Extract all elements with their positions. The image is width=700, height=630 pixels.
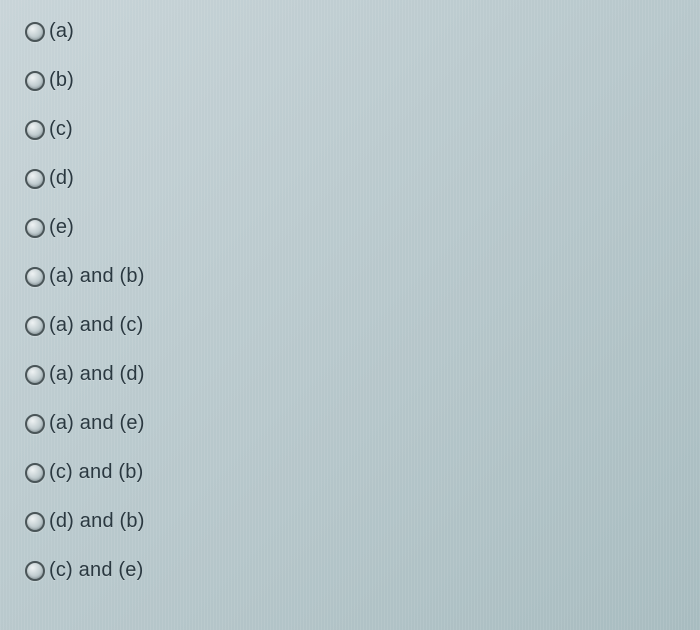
radio-button-icon[interactable] [25,463,45,483]
option-row[interactable]: (a) and (b) [25,265,675,288]
option-row[interactable]: (a) and (e) [25,412,675,435]
radio-button-icon[interactable] [25,169,45,189]
radio-button-icon[interactable] [25,414,45,434]
options-list: (a) (b) (c) (d) (e) (a) and (b) (a) and … [25,20,675,582]
option-row[interactable]: (d) and (b) [25,510,675,533]
option-label: (c) and (b) [49,461,143,484]
radio-button-icon[interactable] [25,71,45,91]
option-label: (a) and (d) [49,363,145,386]
option-label: (c) [49,118,73,141]
radio-button-icon[interactable] [25,561,45,581]
option-row[interactable]: (a) and (c) [25,314,675,337]
option-row[interactable]: (c) and (e) [25,559,675,582]
option-row[interactable]: (a) [25,20,675,43]
radio-button-icon[interactable] [25,512,45,532]
option-label: (c) and (e) [49,559,143,582]
option-label: (d) [49,167,74,190]
option-label: (e) [49,216,74,239]
option-label: (a) and (b) [49,265,145,288]
option-label: (a) and (c) [49,314,143,337]
radio-button-icon[interactable] [25,218,45,238]
option-label: (a) [49,20,74,43]
option-row[interactable]: (c) [25,118,675,141]
option-row[interactable]: (d) [25,167,675,190]
radio-button-icon[interactable] [25,22,45,42]
option-label: (b) [49,69,74,92]
radio-button-icon[interactable] [25,120,45,140]
option-row[interactable]: (a) and (d) [25,363,675,386]
option-row[interactable]: (b) [25,69,675,92]
option-row[interactable]: (e) [25,216,675,239]
option-row[interactable]: (c) and (b) [25,461,675,484]
option-label: (d) and (b) [49,510,145,533]
radio-button-icon[interactable] [25,267,45,287]
radio-button-icon[interactable] [25,365,45,385]
option-label: (a) and (e) [49,412,145,435]
radio-button-icon[interactable] [25,316,45,336]
